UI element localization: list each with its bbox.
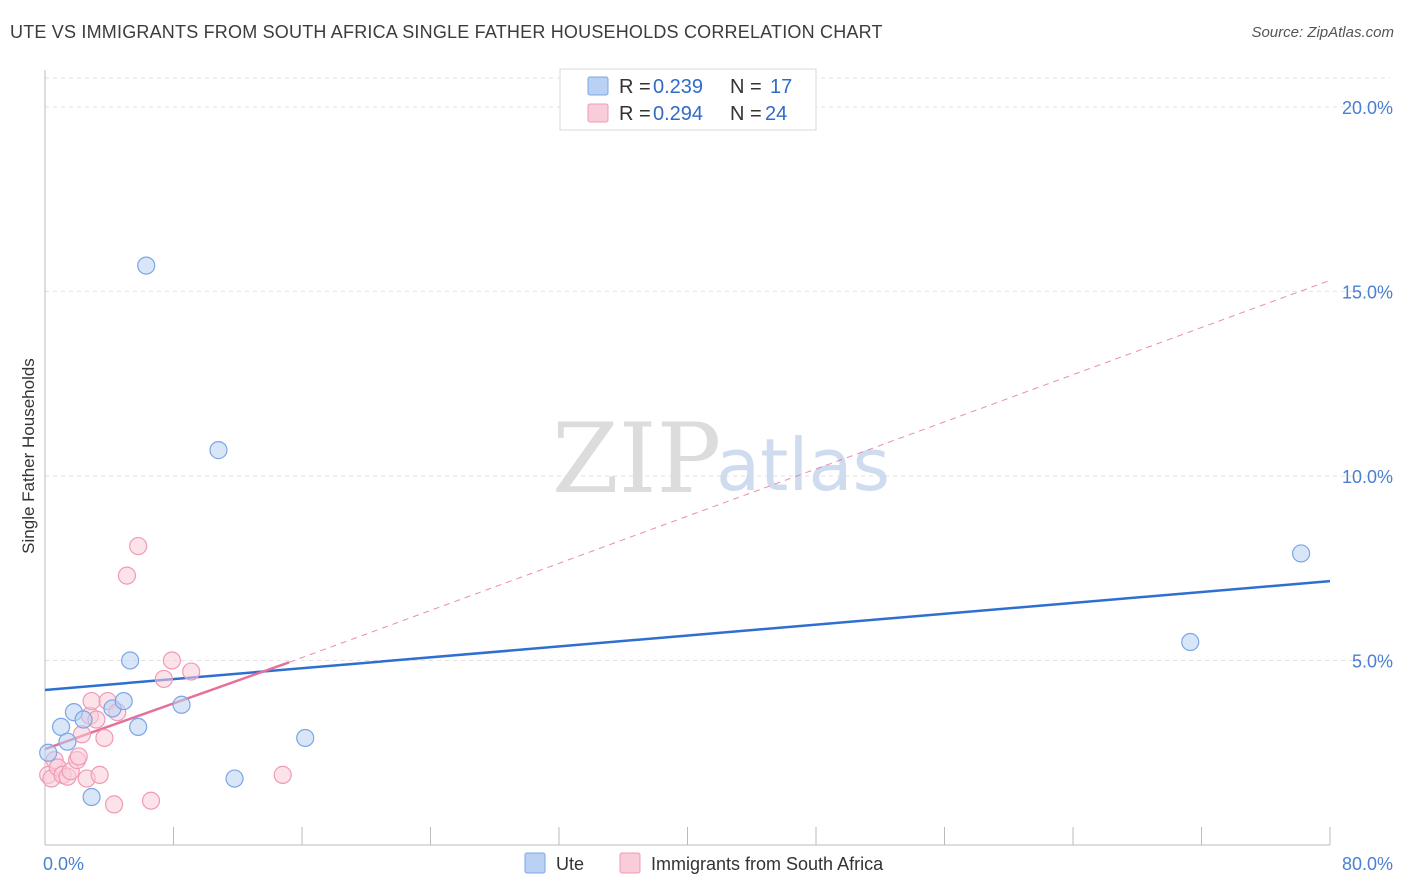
point-ute-4 [74, 710, 93, 729]
point-ute-16 [1291, 544, 1311, 563]
point-immigrants-14 [90, 765, 109, 784]
point-ute-0 [39, 743, 58, 762]
point-immigrants-21 [141, 791, 161, 810]
point-ute-15 [1181, 632, 1200, 652]
legend-r-value-ute: 0.239 [653, 76, 703, 98]
bottom-legend-label-ute: Ute [556, 854, 584, 874]
point-immigrants-20 [129, 536, 148, 556]
y-tick-label-1: 10.0% [1342, 467, 1393, 487]
point-ute-10 [137, 256, 156, 275]
legend-r-label-ute: R = [619, 76, 651, 98]
point-ute-2 [58, 732, 77, 751]
point-immigrants-15 [95, 728, 114, 748]
y-tick-label-2: 15.0% [1342, 282, 1393, 302]
point-ute-13 [225, 769, 244, 788]
legend-r-value-immigrants: 0.294 [653, 103, 703, 125]
y-axis-title: Single Father Households [19, 358, 38, 554]
watermark-atlas: atlas [716, 423, 890, 507]
legend-swatch-immigrants [587, 103, 609, 123]
point-immigrants-17 [104, 795, 124, 814]
trend-extension-1 [288, 279, 1331, 663]
point-ute-11 [172, 695, 191, 714]
bottom-legend-swatch-ute [524, 852, 546, 874]
y-tick-labels: 5.0% 10.0% 15.0% 20.0% [1342, 98, 1393, 672]
x-tick-label-0: 0.0% [43, 854, 84, 874]
point-immigrants-22 [154, 669, 173, 689]
trend-line-0 [44, 579, 1331, 692]
bottom-legend-swatch-immigrants [619, 852, 641, 874]
legend-n-value-immigrants: 24 [765, 103, 787, 125]
y-tick-label-3: 20.0% [1342, 98, 1393, 118]
legend: R = 0.239 N = 17 R = 0.294 N = 24 [559, 68, 817, 131]
point-ute-9 [129, 717, 148, 737]
x-tick-label-1: 80.0% [1342, 854, 1393, 874]
bottom-legend-label-immigrants: Immigrants from South Africa [651, 854, 884, 874]
x-tick-labels: 0.0% 80.0% [43, 854, 1393, 874]
grid-lines [45, 77, 1390, 661]
watermark-zip: ZIP [552, 403, 721, 515]
point-immigrants-25 [273, 765, 292, 784]
point-immigrants-23 [162, 651, 181, 670]
point-immigrants-19 [117, 566, 137, 585]
legend-swatch-ute [587, 76, 609, 96]
watermark: ZIP atlas [552, 403, 890, 515]
point-immigrants-12 [82, 691, 101, 711]
source-label: Source: ZipAtlas.com [1251, 24, 1394, 41]
point-ute-7 [114, 691, 133, 711]
point-immigrants-8 [69, 747, 88, 766]
y-tick-label-0: 5.0% [1352, 651, 1393, 671]
legend-r-label-immigrants: R = [619, 103, 651, 125]
data-points [39, 256, 1311, 814]
legend-n-value-ute: 17 [770, 76, 792, 98]
point-ute-14 [296, 728, 315, 748]
legend-n-label-ute: N = [730, 76, 762, 98]
point-immigrants-24 [182, 662, 201, 681]
point-ute-12 [209, 441, 228, 460]
legend-n-label-immigrants: N = [730, 103, 762, 125]
axes [44, 70, 1331, 846]
point-ute-8 [121, 651, 140, 670]
point-ute-5 [82, 787, 101, 807]
bottom-legend: Ute Immigrants from South Africa [524, 852, 884, 874]
chart-title: UTE VS IMMIGRANTS FROM SOUTH AFRICA SING… [10, 22, 883, 42]
